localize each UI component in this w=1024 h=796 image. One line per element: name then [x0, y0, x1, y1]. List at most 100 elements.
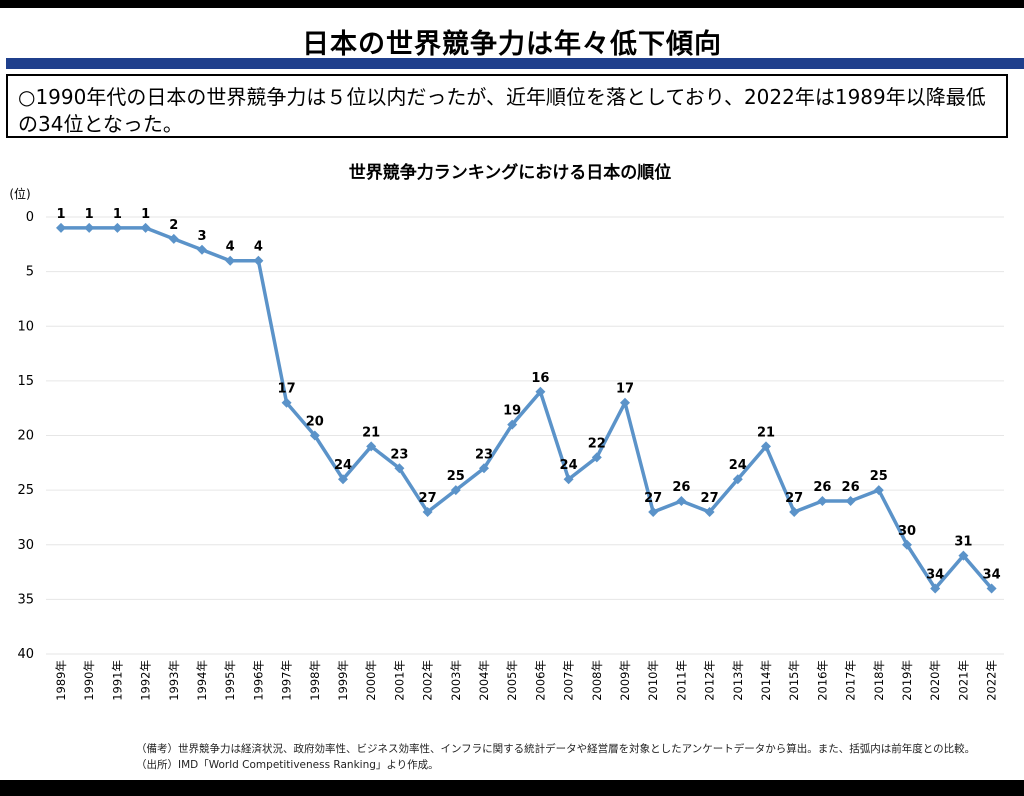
x-tick-label: 2021年	[956, 660, 970, 701]
data-point	[789, 506, 800, 517]
y-tick-label: 20	[17, 429, 34, 444]
y-tick-label: 0	[26, 210, 34, 225]
data-label: 24	[560, 458, 578, 473]
data-point	[732, 474, 743, 485]
data-label: 34	[926, 567, 944, 582]
x-tick-label: 1992年	[139, 660, 153, 701]
x-tick-label: 2010年	[646, 660, 660, 701]
x-tick-label: 1998年	[308, 660, 322, 701]
y-tick-label: 5	[26, 265, 34, 280]
x-tick-label: 1990年	[82, 660, 96, 701]
x-tick-label: 2022年	[985, 660, 999, 701]
x-tick-label: 2015年	[787, 660, 801, 701]
data-label: 19	[503, 404, 521, 419]
data-label: 25	[870, 469, 888, 484]
data-label: 21	[757, 425, 775, 440]
x-tick-label: 2008年	[590, 660, 604, 701]
y-tick-label: 10	[17, 319, 34, 334]
data-point	[338, 474, 348, 485]
data-label: 1	[141, 207, 150, 222]
y-tick-label: 40	[17, 647, 34, 662]
data-label: 27	[419, 491, 437, 506]
data-point	[873, 485, 884, 496]
data-point	[930, 583, 941, 594]
x-tick-label: 2002年	[421, 660, 435, 701]
x-tick-label: 2000年	[364, 660, 378, 701]
data-point	[56, 222, 66, 233]
y-tick-label: 25	[17, 483, 34, 498]
x-tick-label: 1999年	[336, 660, 350, 701]
data-label: 31	[954, 535, 972, 550]
x-tick-label: 2019年	[900, 660, 914, 701]
x-tick-label: 2018年	[872, 660, 886, 701]
x-tick-label: 2006年	[533, 660, 547, 701]
data-point	[168, 233, 179, 244]
data-label: 20	[306, 415, 324, 430]
data-label: 17	[616, 382, 634, 397]
data-point	[902, 539, 912, 550]
data-point	[479, 463, 489, 474]
footnote-note: （備考）世界競争力は経済状況、政府効率性、ビジネス効率性、インフラに関する統計デ…	[136, 743, 976, 755]
ranking-line-chart: 世界競争力ランキングにおける日本の順位 (位) 0 5 10 15 20 25 30 35 40…	[9, 162, 1004, 701]
x-tick-label: 2011年	[674, 660, 688, 701]
data-label: 27	[701, 491, 719, 506]
data-label: 24	[334, 458, 352, 473]
x-tick-label: 2013年	[731, 660, 745, 701]
data-point	[958, 550, 969, 561]
data-point	[450, 485, 461, 496]
x-tick-label: 2017年	[844, 660, 858, 701]
data-label: 27	[785, 491, 803, 506]
y-axis-ticks: 0 5 10 15 20 25 30 35 40	[17, 210, 34, 662]
x-tick-label: 1996年	[251, 660, 265, 701]
x-tick-label: 1991年	[110, 660, 124, 701]
data-point	[394, 463, 405, 474]
data-label: 34	[983, 567, 1001, 582]
y-tick-label: 35	[17, 592, 34, 607]
y-axis-unit: (位)	[9, 186, 30, 201]
data-label: 27	[644, 491, 662, 506]
data-point	[986, 583, 997, 594]
data-point	[281, 397, 292, 408]
y-tick-label: 15	[17, 374, 34, 389]
data-label: 23	[390, 447, 408, 462]
x-tick-label: 1993年	[167, 660, 181, 701]
footnote-source: （出所）IMD「World Competitiveness Ranking」より…	[136, 759, 439, 771]
series-line	[61, 226, 993, 591]
chart-title: 世界競争力ランキングにおける日本の順位	[349, 162, 672, 183]
series-rank	[56, 222, 997, 594]
data-point	[84, 222, 95, 233]
x-tick-label: 2016年	[815, 660, 829, 701]
x-tick-label: 2001年	[392, 660, 406, 701]
data-label: 1	[85, 207, 94, 222]
data-label: 16	[531, 371, 549, 386]
data-point	[507, 419, 518, 430]
data-label: 1	[56, 207, 65, 222]
x-tick-label: 2009年	[618, 660, 632, 701]
x-tick-label: 2005年	[505, 660, 519, 701]
data-label: 22	[588, 436, 606, 451]
data-point	[140, 222, 151, 233]
data-point	[535, 386, 546, 397]
data-label: 26	[842, 480, 860, 495]
data-label: 4	[254, 240, 263, 255]
data-label: 2	[169, 218, 178, 233]
x-axis-ticks: 1989年 1990年 1991年 1992年 1993年 1994年 1995年 1996年…	[54, 660, 999, 701]
title-rule	[6, 58, 1024, 69]
x-tick-label: 1997年	[280, 660, 294, 701]
data-point	[648, 506, 659, 517]
x-tick-label: 2003年	[449, 660, 463, 701]
data-point	[817, 496, 828, 507]
top-border	[0, 0, 1024, 8]
x-tick-label: 2007年	[562, 660, 576, 701]
data-label: 30	[898, 524, 916, 539]
data-label: 1	[113, 207, 122, 222]
x-tick-label: 1989年	[54, 660, 68, 701]
data-label: 26	[672, 480, 690, 495]
data-point	[620, 397, 630, 408]
data-label: 3	[197, 229, 206, 244]
summary-box: ○1990年代の日本の世界競争力は５位以内だったが、近年順位を落としており、20…	[6, 74, 1008, 138]
x-tick-label: 2004年	[477, 660, 491, 701]
x-tick-label: 2014年	[759, 660, 773, 701]
data-point	[422, 506, 433, 517]
